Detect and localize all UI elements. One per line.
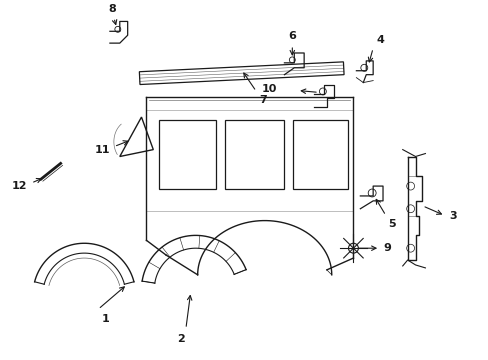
Text: 5: 5 xyxy=(387,219,395,229)
Bar xyxy=(293,120,347,189)
Text: 1: 1 xyxy=(102,314,110,324)
Text: 3: 3 xyxy=(448,211,456,221)
Text: 7: 7 xyxy=(259,95,266,105)
Text: 8: 8 xyxy=(108,4,116,14)
Text: 2: 2 xyxy=(177,334,184,344)
Text: 4: 4 xyxy=(375,35,383,45)
Text: 6: 6 xyxy=(288,31,296,41)
Text: 11: 11 xyxy=(94,145,110,154)
Text: 12: 12 xyxy=(12,181,27,191)
Bar xyxy=(225,120,284,189)
Text: 9: 9 xyxy=(382,243,390,253)
Text: 10: 10 xyxy=(262,85,277,94)
Bar xyxy=(159,120,216,189)
